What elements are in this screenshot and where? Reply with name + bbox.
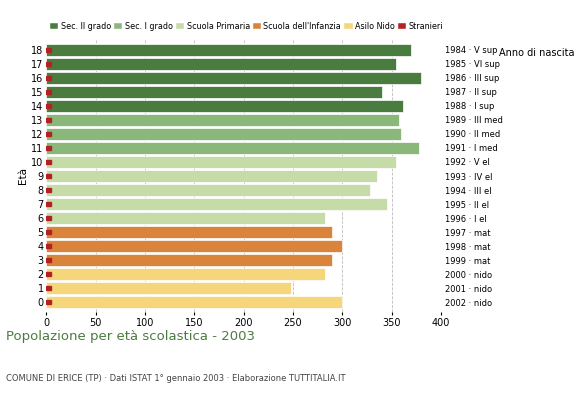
Bar <box>46 128 401 140</box>
Bar <box>46 244 51 248</box>
Bar <box>46 132 51 136</box>
Bar <box>46 254 332 266</box>
Bar <box>46 212 325 224</box>
Bar <box>46 86 382 98</box>
Bar <box>46 216 51 220</box>
Bar <box>46 258 51 262</box>
Bar <box>46 72 421 84</box>
Bar <box>46 100 403 112</box>
Bar <box>46 230 51 234</box>
Bar <box>46 286 51 290</box>
Bar <box>46 184 370 196</box>
Bar <box>46 58 397 70</box>
Bar <box>46 48 51 52</box>
Bar <box>46 240 342 252</box>
Bar <box>46 114 400 126</box>
Y-axis label: Età: Età <box>19 168 28 184</box>
Bar <box>46 296 342 308</box>
Bar <box>46 156 397 168</box>
Text: COMUNE DI ERICE (TP) · Dati ISTAT 1° gennaio 2003 · Elaborazione TUTTITALIA.IT: COMUNE DI ERICE (TP) · Dati ISTAT 1° gen… <box>6 374 345 383</box>
Bar <box>46 188 51 192</box>
Bar <box>46 44 411 56</box>
Bar <box>46 118 51 122</box>
Text: Popolazione per età scolastica - 2003: Popolazione per età scolastica - 2003 <box>6 330 255 343</box>
Bar <box>46 170 377 182</box>
Bar <box>46 146 51 150</box>
Bar <box>46 104 51 108</box>
Bar <box>46 160 51 164</box>
Bar <box>46 202 51 206</box>
Bar <box>46 174 51 178</box>
Bar <box>46 198 386 210</box>
Bar <box>46 268 325 280</box>
Text: Anno di nascita: Anno di nascita <box>499 48 574 58</box>
Bar <box>46 272 51 276</box>
Bar <box>46 300 51 304</box>
Bar <box>46 62 51 66</box>
Legend: Sec. II grado, Sec. I grado, Scuola Primaria, Scuola dell'Infanzia, Asilo Nido, : Sec. II grado, Sec. I grado, Scuola Prim… <box>50 22 443 30</box>
Bar <box>46 226 332 238</box>
Bar <box>46 142 419 154</box>
Bar <box>46 282 291 294</box>
Bar <box>46 90 51 94</box>
Bar <box>46 76 51 80</box>
